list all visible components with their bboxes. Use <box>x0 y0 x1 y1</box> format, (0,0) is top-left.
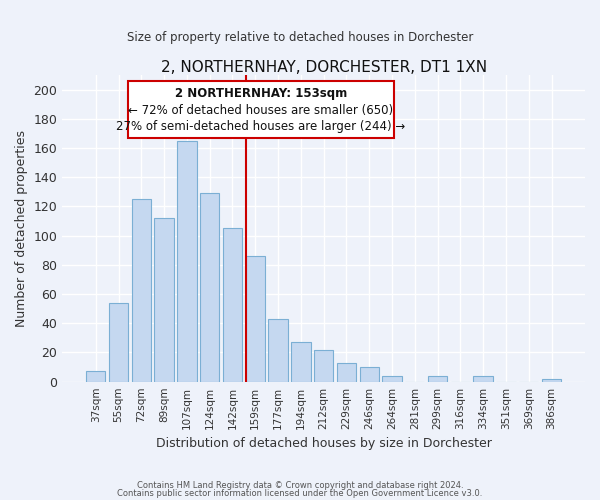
Bar <box>200 194 220 382</box>
Text: ← 72% of detached houses are smaller (650): ← 72% of detached houses are smaller (65… <box>128 104 394 117</box>
Bar <box>473 376 493 382</box>
Bar <box>154 218 174 382</box>
Text: Contains HM Land Registry data © Crown copyright and database right 2024.: Contains HM Land Registry data © Crown c… <box>137 480 463 490</box>
Bar <box>542 379 561 382</box>
Bar <box>86 372 106 382</box>
Bar <box>359 367 379 382</box>
Bar <box>109 303 128 382</box>
Bar <box>245 256 265 382</box>
Bar <box>223 228 242 382</box>
Y-axis label: Number of detached properties: Number of detached properties <box>15 130 28 327</box>
Bar <box>131 199 151 382</box>
Bar <box>314 350 334 382</box>
X-axis label: Distribution of detached houses by size in Dorchester: Distribution of detached houses by size … <box>156 437 491 450</box>
Bar <box>382 376 402 382</box>
Text: Contains public sector information licensed under the Open Government Licence v3: Contains public sector information licen… <box>118 490 482 498</box>
Bar <box>291 342 311 382</box>
Bar <box>177 140 197 382</box>
Text: 2 NORTHERNHAY: 153sqm: 2 NORTHERNHAY: 153sqm <box>175 87 347 100</box>
Title: 2, NORTHERNHAY, DORCHESTER, DT1 1XN: 2, NORTHERNHAY, DORCHESTER, DT1 1XN <box>161 60 487 75</box>
Bar <box>428 376 447 382</box>
FancyBboxPatch shape <box>128 81 394 138</box>
Bar <box>268 319 288 382</box>
Bar <box>337 362 356 382</box>
Text: Size of property relative to detached houses in Dorchester: Size of property relative to detached ho… <box>127 31 473 44</box>
Text: 27% of semi-detached houses are larger (244) →: 27% of semi-detached houses are larger (… <box>116 120 406 133</box>
